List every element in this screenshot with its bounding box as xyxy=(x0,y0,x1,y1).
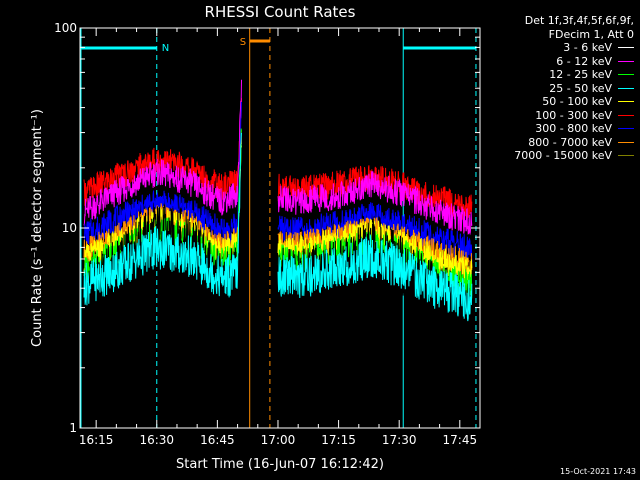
legend-item: 3 - 6 keV xyxy=(464,41,634,55)
y-tick-label: 100 xyxy=(54,21,77,35)
x-axis-label: Start Time (16-Jun-07 16:12:42) xyxy=(176,457,384,472)
annotation-label-s: S xyxy=(240,37,246,48)
legend-swatch xyxy=(618,141,634,143)
legend-swatch xyxy=(618,60,634,62)
legend-swatch xyxy=(618,74,634,76)
x-tick-label: 16:45 xyxy=(200,433,235,447)
series-line-3-seg-0 xyxy=(83,132,242,306)
legend-label: 25 - 50 keV xyxy=(549,81,612,95)
legend-header-line-2: FDecim 1, Att 0 xyxy=(548,27,634,41)
annotation-label-n: N xyxy=(162,43,169,54)
series-line-3-seg-1 xyxy=(277,234,473,322)
legend-item: 100 - 300 keV xyxy=(464,109,634,123)
legend-item: 25 - 50 keV xyxy=(464,82,634,96)
legend-swatch xyxy=(618,101,634,103)
legend-label: 50 - 100 keV xyxy=(542,95,612,108)
series-line-1-seg-1 xyxy=(277,171,473,236)
x-tick-label: 17:45 xyxy=(443,433,478,447)
y-axis-label: Count Rate (s⁻¹ detector segment⁻¹) xyxy=(30,109,45,347)
y-tick-label: 1 xyxy=(69,421,77,435)
legend-item: 300 - 800 keV xyxy=(464,122,634,136)
legend-item: 12 - 25 keV xyxy=(464,68,634,82)
x-tick-label: 16:30 xyxy=(139,433,174,447)
x-tick-label: 17:15 xyxy=(321,433,356,447)
legend-item: 800 - 7000 keV xyxy=(464,136,634,150)
legend-swatch xyxy=(618,87,634,89)
series-line-4-seg-1 xyxy=(277,218,473,284)
y-tick-label: 10 xyxy=(62,221,77,235)
timestamp: 15-Oct-2021 17:43 xyxy=(560,467,636,476)
x-tick-label: 16:15 xyxy=(79,433,114,447)
legend-label: 12 - 25 keV xyxy=(549,68,612,81)
legend-label: 6 - 12 keV xyxy=(556,54,612,68)
legend-label: 300 - 800 keV xyxy=(535,122,612,135)
series-line-6-seg-0 xyxy=(83,101,242,248)
legend-swatch xyxy=(618,47,634,49)
legend-swatch xyxy=(618,155,634,157)
legend-header-line-1: Det 1f,3f,4f,5f,6f,9f, xyxy=(524,14,634,27)
legend-item: 6 - 12 keV xyxy=(464,55,634,69)
x-tick-label: 17:30 xyxy=(382,433,417,447)
x-tick-label: 17:00 xyxy=(261,433,296,447)
legend-label: 3 - 6 keV xyxy=(563,41,612,54)
legend-item: 50 - 100 keV xyxy=(464,95,634,109)
legend-label: 7000 - 15000 keV xyxy=(514,149,612,162)
legend: Det 1f,3f,4f,5f,6f,9f, FDecim 1, Att 0 3… xyxy=(464,14,634,163)
legend-item: 7000 - 15000 keV xyxy=(464,149,634,163)
chart-title: RHESSI Count Rates xyxy=(205,3,356,21)
series-line-6-seg-1 xyxy=(277,202,473,263)
legend-swatch xyxy=(618,114,634,116)
legend-label: 800 - 7000 keV xyxy=(528,135,612,149)
legend-swatch xyxy=(618,128,634,130)
series-line-1-seg-0 xyxy=(83,79,242,226)
legend-label: 100 - 300 keV xyxy=(535,108,612,122)
